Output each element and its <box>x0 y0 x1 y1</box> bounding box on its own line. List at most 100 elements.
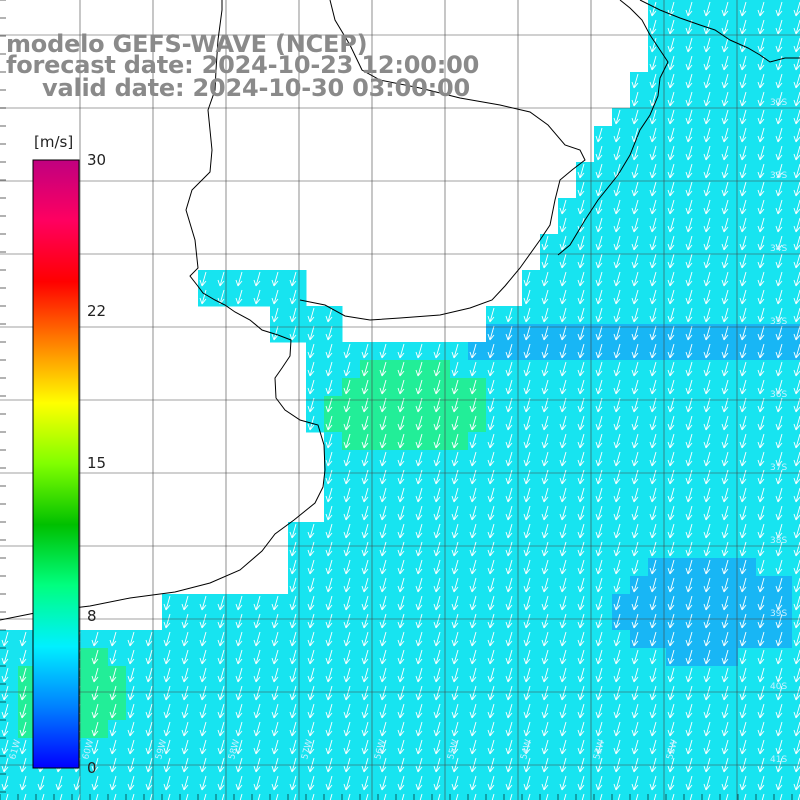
wind-arrow <box>775 325 783 341</box>
ocean-cell <box>270 774 289 793</box>
wind-arrow <box>703 721 711 737</box>
lat-label: 33S <box>770 171 787 181</box>
wind-arrow <box>685 559 693 575</box>
wind-arrow <box>613 415 621 431</box>
wind-arrow <box>613 577 621 593</box>
wind-arrow <box>451 523 459 539</box>
ocean-cell <box>684 432 703 451</box>
wind-arrow <box>487 307 495 323</box>
ocean-cell <box>684 144 703 163</box>
ocean-cell <box>180 720 199 739</box>
wind-arrow <box>739 181 747 197</box>
ocean-cell <box>594 468 613 487</box>
wind-arrow <box>739 649 747 665</box>
ocean-cell <box>774 504 793 523</box>
ocean-cell <box>540 432 559 451</box>
ocean-cell <box>162 666 181 685</box>
ocean-cell <box>216 594 235 613</box>
ocean-cell <box>594 522 613 541</box>
wind-arrow <box>91 649 99 665</box>
ocean-cell <box>792 504 800 523</box>
wind-arrow <box>595 685 603 701</box>
wind-arrow <box>721 775 729 791</box>
ocean-cell <box>198 612 217 631</box>
wind-arrow <box>595 649 603 665</box>
ocean-cell <box>684 414 703 433</box>
wind-arrow <box>703 181 711 197</box>
wind-arrow <box>289 595 297 611</box>
ocean-cell <box>612 594 631 613</box>
wind-arrow <box>577 667 585 683</box>
wind-arrow <box>271 721 279 737</box>
wind-arrow <box>703 109 711 125</box>
ocean-cell <box>378 720 397 739</box>
ocean-cell <box>756 72 775 91</box>
ocean-cell <box>306 720 325 739</box>
ocean-cell <box>306 702 325 721</box>
wind-arrow <box>739 631 747 647</box>
wind-arrow <box>235 703 243 719</box>
wind-arrow <box>469 469 477 485</box>
wind-arrow <box>487 703 495 719</box>
ocean-cell <box>612 162 631 181</box>
ocean-cell <box>702 576 721 595</box>
wind-arrow <box>149 793 153 800</box>
ocean-cell <box>396 468 415 487</box>
ocean-cell <box>738 270 757 289</box>
wind-arrow <box>613 217 621 233</box>
ocean-cell <box>270 270 289 289</box>
ocean-cell <box>324 540 343 559</box>
wind-arrow <box>469 415 477 431</box>
wind-arrow <box>631 703 639 719</box>
wind-arrow <box>289 739 297 755</box>
ocean-cell <box>558 198 577 217</box>
ocean-cell <box>306 774 325 793</box>
wind-arrow <box>631 667 639 683</box>
wind-arrow <box>505 415 513 431</box>
ocean-cell <box>702 450 721 469</box>
wind-arrow <box>487 325 495 341</box>
ocean-cell <box>630 558 649 577</box>
ocean-cell <box>270 306 289 325</box>
ocean-cell <box>594 378 613 397</box>
wind-arrow <box>343 451 351 467</box>
wind-arrow <box>505 451 513 467</box>
ocean-cell <box>540 594 559 613</box>
ocean-cell <box>558 774 577 793</box>
wind-arrow <box>325 451 333 467</box>
ocean-cell <box>414 576 433 595</box>
ocean-cell <box>540 684 559 703</box>
wind-arrow <box>253 685 261 701</box>
ocean-cell <box>306 342 325 361</box>
ocean-cell <box>360 630 379 649</box>
ocean-cell <box>108 738 127 757</box>
ocean-cell <box>414 432 433 451</box>
wind-arrow <box>577 631 585 647</box>
ocean-cell <box>630 162 649 181</box>
ocean-cell <box>306 630 325 649</box>
wind-arrow <box>631 451 639 467</box>
ocean-cell <box>738 702 757 721</box>
ocean-cell <box>702 702 721 721</box>
wind-arrow <box>343 649 351 665</box>
wind-arrow <box>685 739 693 755</box>
ocean-cell <box>126 738 145 757</box>
wind-arrow <box>325 487 333 503</box>
wind-arrow <box>361 379 369 395</box>
wind-arrow <box>289 649 297 665</box>
wind-arrow <box>703 667 711 683</box>
wind-arrow <box>181 649 189 665</box>
ocean-cell <box>630 306 649 325</box>
ocean-cell <box>378 666 397 685</box>
ocean-cell <box>396 648 415 667</box>
ocean-cell <box>198 702 217 721</box>
colorbar-tick-22: 22 <box>87 302 107 320</box>
wind-arrow <box>613 631 621 647</box>
ocean-cell <box>324 630 343 649</box>
ocean-cell <box>522 378 541 397</box>
ocean-cell <box>108 720 127 739</box>
ocean-cell <box>306 540 325 559</box>
wind-arrow <box>793 613 800 629</box>
wind-arrow <box>451 397 459 413</box>
wind-arrow <box>145 739 153 755</box>
